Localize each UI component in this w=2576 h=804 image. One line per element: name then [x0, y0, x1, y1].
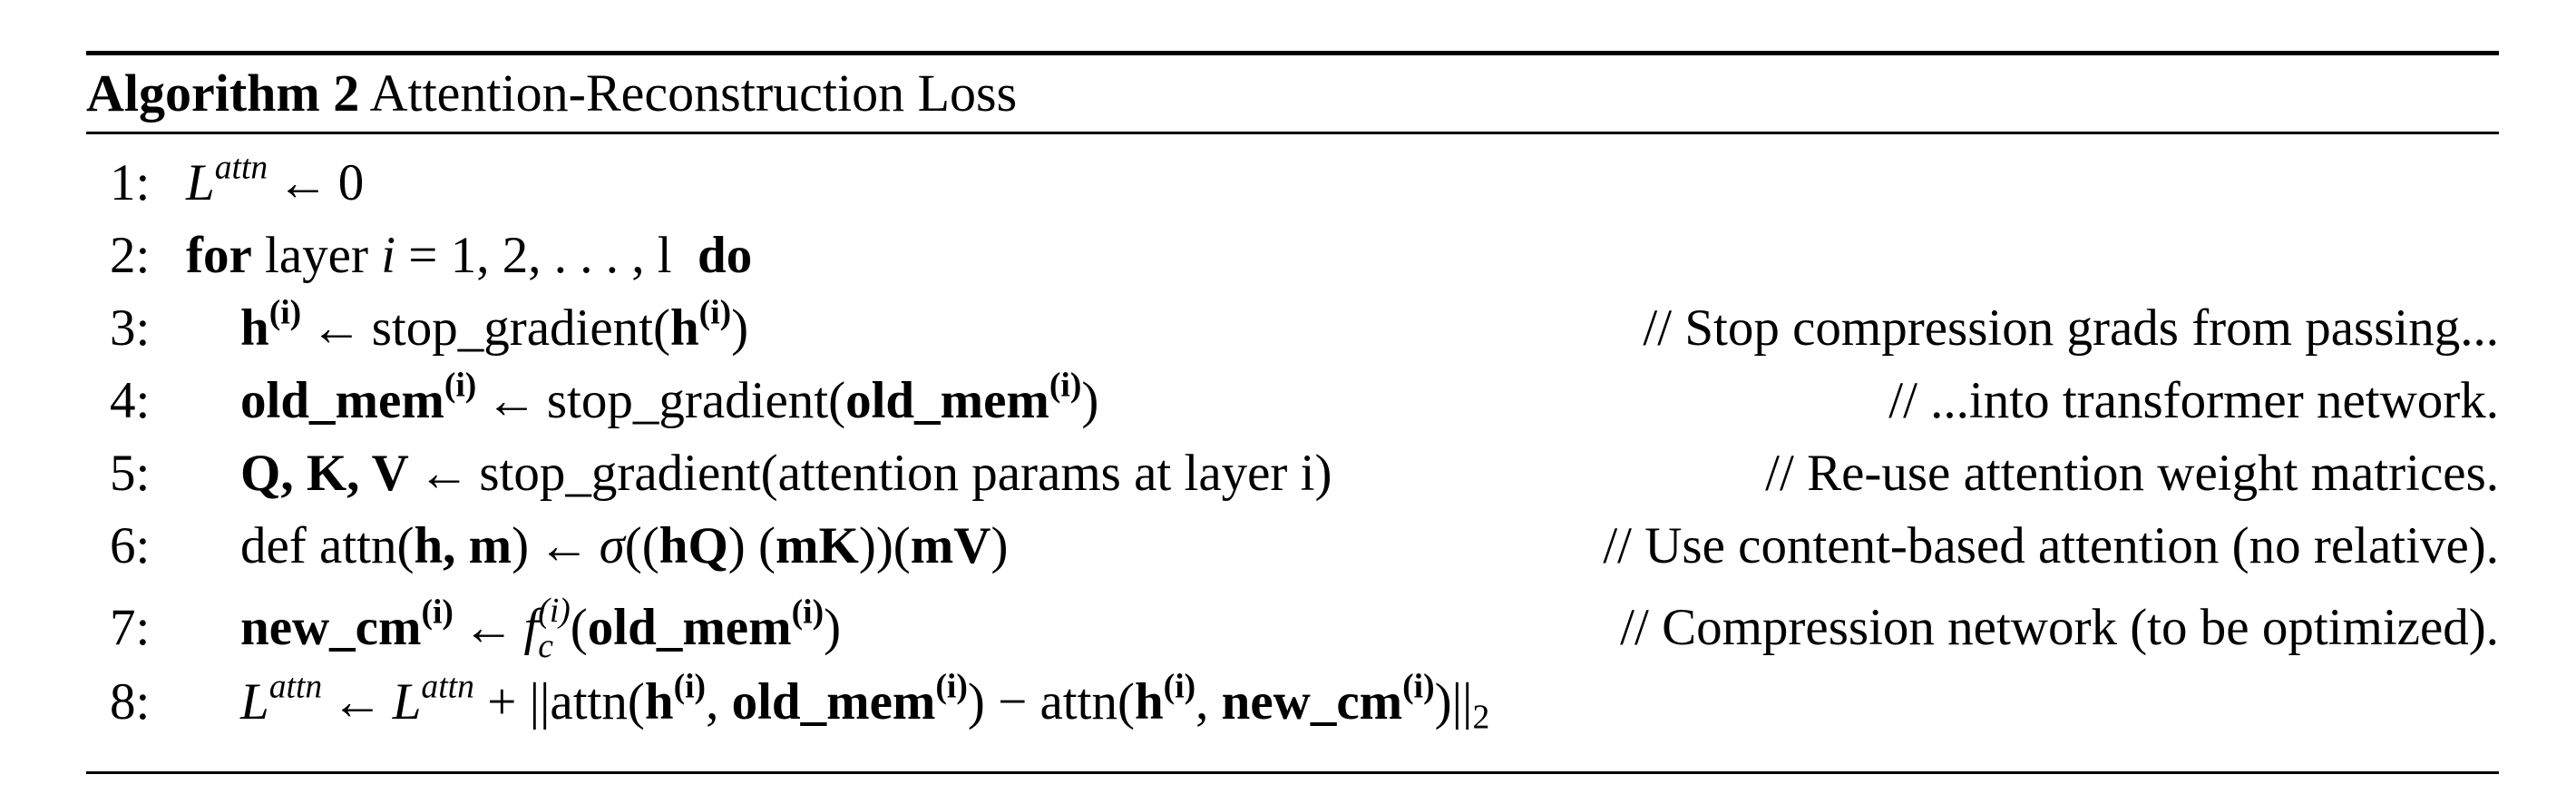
algorithm-line-8: 8: Lattn ← Lattn + ||attn(h(i), old_mem(i)…	[86, 666, 2499, 739]
top-rule	[86, 51, 2499, 55]
line-body: def attn(h, m) ← σ((hQ) (mK))(mV)	[240, 517, 1009, 574]
line-body: for layer i = 1, 2, . . . , l do	[186, 227, 753, 284]
line-comment: // ...into transformer network.	[1888, 372, 2499, 429]
algorithm-line-2: 2: for layer i = 1, 2, . . . , l do	[86, 220, 2499, 292]
line-comment: // Compression network (to be optimized)…	[1620, 599, 2499, 656]
line-comment: // Use content-based attention (no relat…	[1603, 517, 2499, 574]
line-body: new_cm(i) ← f (i) c (old_mem(i))	[240, 591, 842, 666]
line-number: 2:	[110, 227, 151, 284]
keyword-do: do	[698, 227, 753, 284]
algorithm-line-6: 6: def attn(h, m) ← σ((hQ) (mK))(mV) // Us…	[86, 510, 2499, 583]
algorithm-line-7: 7: new_cm(i) ← f (i) c (old_mem(i)) // Compre…	[86, 583, 2499, 666]
line-number: 4:	[110, 372, 151, 429]
line-body: h(i) ← stop_gradient(h(i))	[240, 293, 749, 357]
line-number: 8:	[110, 673, 151, 730]
algorithm-line-1: 1: Lattn ← 0	[86, 147, 2499, 220]
caption-rule	[86, 132, 2499, 134]
algorithm-caption: Algorithm 2 Attention-Reconstruction Los…	[86, 55, 2499, 132]
line-body: Q, K, V ← stop_gradient(attention params a…	[240, 445, 1332, 502]
line-body: Lattn ← 0	[186, 148, 365, 211]
line-number: 3:	[110, 299, 151, 357]
line-comment: // Re-use attention weight matrices.	[1765, 445, 2499, 502]
line-body: old_mem(i) ← stop_gradient(old_mem(i))	[240, 366, 1099, 429]
algorithm-title: Attention-Reconstruction Loss	[369, 64, 1018, 123]
algorithm-box: Algorithm 2 Attention-Reconstruction Los…	[86, 51, 2499, 774]
algorithm-label: Algorithm 2	[86, 64, 360, 123]
line-number: 6:	[110, 517, 151, 574]
algorithm-line-5: 5: Q, K, V ← stop_gradient(attention param…	[86, 437, 2499, 510]
keyword-for: for	[186, 227, 252, 284]
line-number: 7:	[110, 599, 151, 656]
line-number: 1:	[110, 154, 151, 211]
line-number: 5:	[110, 445, 151, 502]
algorithm-line-3: 3: h(i) ← stop_gradient(h(i)) // Stop comp…	[86, 292, 2499, 365]
line-body: Lattn ← Lattn + ||attn(h(i), old_mem(i)) −…	[240, 667, 1490, 737]
line-comment: // Stop compression grads from passing..…	[1643, 299, 2499, 357]
bottom-rule	[86, 771, 2499, 774]
algorithm-line-4: 4: old_mem(i) ← stop_gradient(old_mem(i)) …	[86, 365, 2499, 437]
algorithm-lines: 1: Lattn ← 0 2: for layer i = 1, 2, . . . …	[86, 134, 2499, 739]
